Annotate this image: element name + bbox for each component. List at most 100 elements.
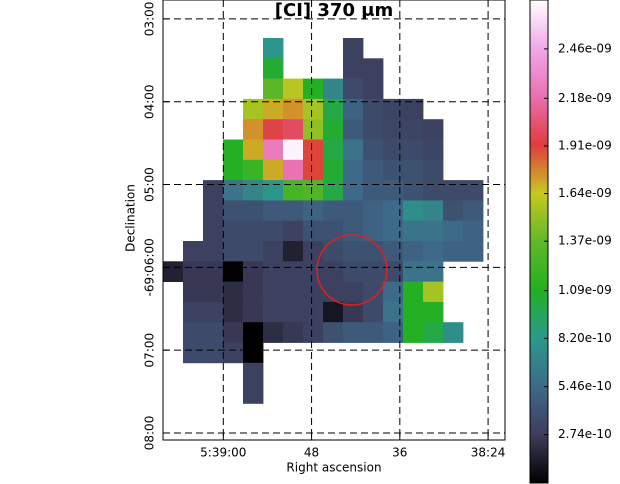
pixel [343,139,364,161]
pixel [363,139,384,161]
pixel [243,119,264,140]
pixel [263,220,284,242]
pixel [183,322,204,343]
pixel [383,159,404,181]
pixel [283,220,304,242]
pixel [303,220,324,242]
colorbar-tick-label: 2.46e-09 [558,41,612,55]
pixel [243,383,264,404]
pixel [403,241,424,262]
pixel [183,301,204,323]
pixel [183,241,204,262]
pixel [323,261,344,282]
colorbar-tick-label: 2.74e-10 [558,427,612,441]
x-axis-label: Right ascension [286,461,381,475]
pixel [403,281,424,303]
pixel [363,281,384,303]
colorbar-tick-label: 5.46e-10 [558,379,612,393]
pixel [283,119,304,140]
pixel [343,241,364,262]
pixel [303,98,324,120]
y-tick-label: 07:00 [143,333,157,368]
pixel [343,200,364,222]
image [163,38,484,404]
pixel [363,119,384,140]
pixel [223,200,244,222]
pixel [243,301,264,323]
pixel [283,78,304,100]
pixel [263,139,284,161]
plot-frame [162,0,506,441]
colorbar-tick-label: 1.09e-09 [558,283,612,297]
pixel [203,281,224,303]
pixel [183,281,204,303]
pixel [323,241,344,262]
pixel [363,220,384,242]
pixel [323,78,344,100]
pixel [263,78,284,100]
pixel [283,261,304,282]
pixel [363,58,384,79]
pixel [323,301,344,323]
pixel [243,281,264,303]
pixel [443,200,464,222]
pixel [303,241,324,262]
y-axis-label: Declination [124,184,138,252]
pixel [263,159,284,181]
colorbar-tick-label: 2.18e-09 [558,91,612,105]
pixel [403,180,424,201]
y-tick-label: 05:00 [143,167,157,202]
pixel [223,322,244,343]
pixel [283,301,304,323]
pixel [243,322,264,343]
pixel [403,322,424,343]
pixel [243,139,264,161]
pixel [283,322,304,343]
pixel [223,342,244,364]
pixel [263,241,284,262]
pixel [263,200,284,222]
pixel [423,180,444,201]
pixel [203,180,224,201]
pixel [423,261,444,282]
pixel [223,281,244,303]
pixel [243,241,264,262]
pixel [203,220,224,242]
pixel [263,119,284,140]
y-tick-label: -69:06:00 [143,238,157,296]
y-tick-label: 08:00 [143,416,157,451]
pixel [223,301,244,323]
pixel [223,261,244,282]
pixel [223,159,244,181]
pixel [303,180,324,201]
pixel [243,362,264,384]
pixel [463,180,484,201]
pixel [463,241,484,262]
pixel [383,281,404,303]
pixel [303,78,324,100]
pixel [203,301,224,323]
pixel [183,342,204,364]
pixel [383,180,404,201]
pixel [263,38,284,59]
pixel [283,200,304,222]
pixel [403,159,424,181]
pixel [263,322,284,343]
pixel [383,220,404,242]
pixel [363,241,384,262]
pixel [223,220,244,242]
pixel [303,322,324,343]
pixel [423,200,444,222]
pixel [403,98,424,120]
pixel [323,119,344,140]
pixel [403,200,424,222]
pixel [203,342,224,364]
colorbar-tick-label: 1.91e-09 [558,138,612,152]
pixel [263,261,284,282]
pixel [383,301,404,323]
pixel [263,281,284,303]
pixel [343,98,364,120]
pixel [323,322,344,343]
pixel [323,180,344,201]
pixel [203,241,224,262]
